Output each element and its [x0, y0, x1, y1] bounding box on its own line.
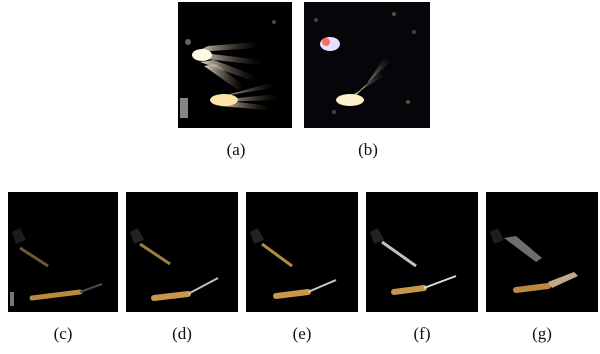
caption-a: (a)	[226, 140, 246, 159]
caption-c: (c)	[53, 324, 73, 343]
caption-b: (b)	[358, 140, 378, 159]
figure-panel-e	[246, 192, 358, 312]
arm-pose-image-e	[246, 192, 358, 312]
figure-panel-a	[178, 2, 292, 128]
motion-streak-image-a	[178, 2, 292, 128]
arm-pose-image-f	[366, 192, 478, 312]
figure-panel-c	[8, 192, 118, 312]
motion-streak-image-b	[304, 2, 430, 128]
figure-panel-g	[486, 192, 598, 312]
caption-f: (f)	[413, 324, 431, 343]
arm-pose-image-c	[8, 192, 118, 312]
arm-pose-image-d	[126, 192, 238, 312]
figure-panel-f	[366, 192, 478, 312]
arm-pose-image-g	[486, 192, 598, 312]
caption-e: (e)	[292, 324, 312, 343]
caption-g: (g)	[532, 324, 552, 343]
figure-panel-d	[126, 192, 238, 312]
figure-panel-b	[304, 2, 430, 128]
caption-d: (d)	[172, 324, 192, 343]
